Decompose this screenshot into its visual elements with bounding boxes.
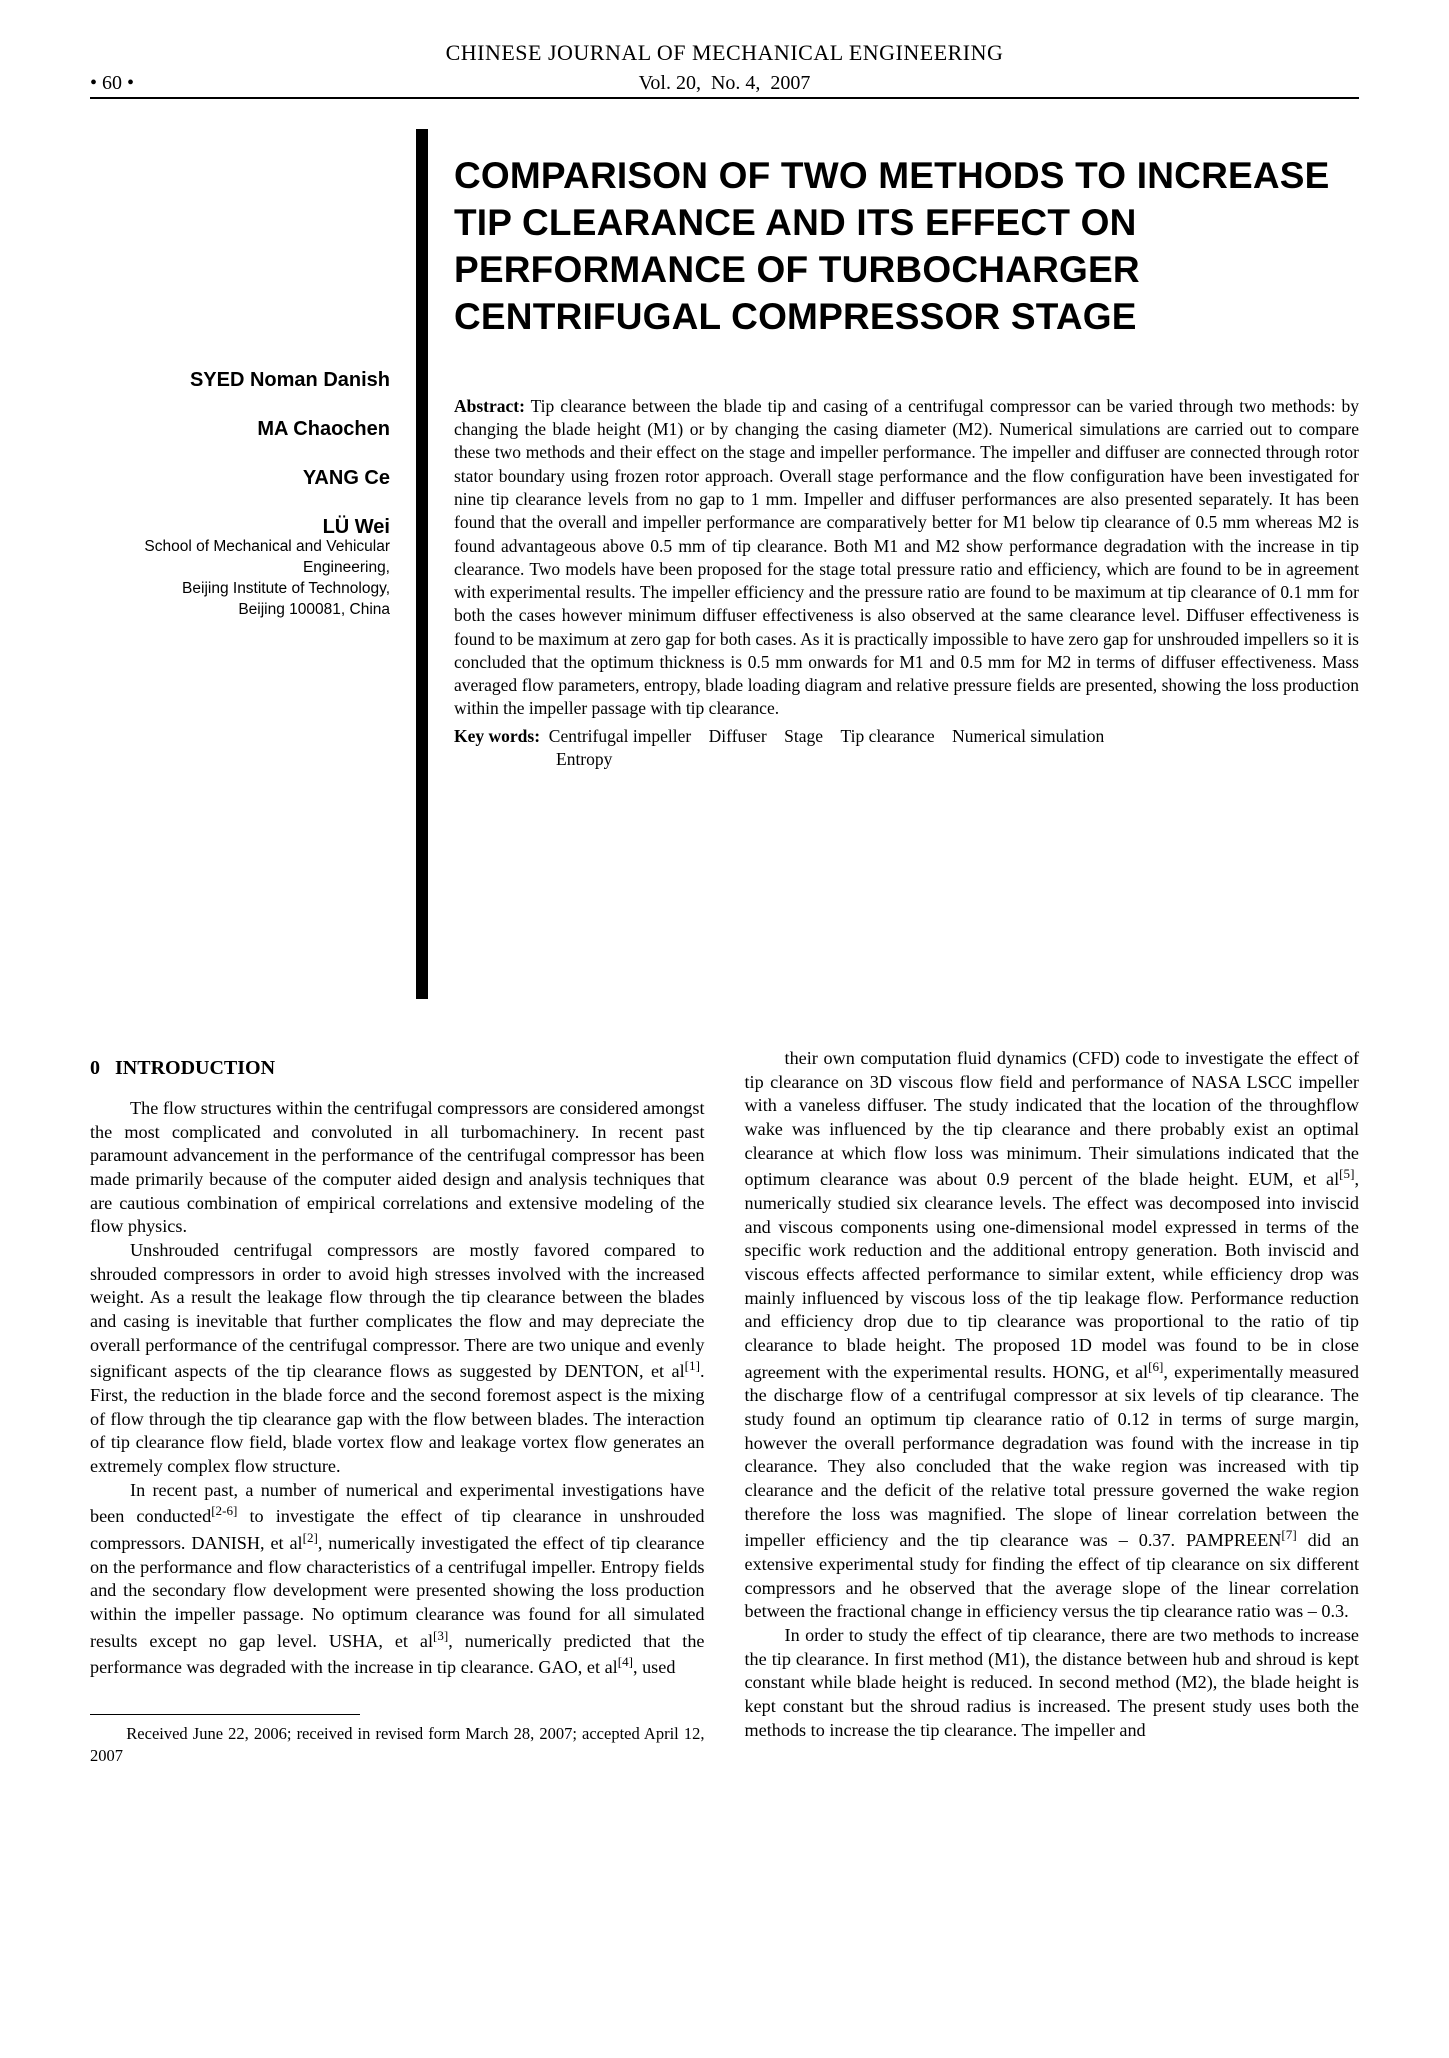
body-paragraph: In order to study the effect of tip clea…	[745, 1624, 1360, 1742]
body-paragraph: In recent past, a number of numerical an…	[90, 1479, 705, 1681]
body-paragraph: The flow structures within the centrifug…	[90, 1097, 705, 1239]
author-name: SYED Noman Danish	[90, 369, 390, 392]
volume-issue: Vol. 20, No. 4, 2007	[210, 72, 1239, 95]
keywords-line: Entropy	[454, 748, 1359, 772]
authors-column: SYED Noman Danish MA Chaochen YANG Ce LÜ…	[90, 129, 390, 999]
footnote-rule	[90, 1714, 360, 1715]
title-author-block: SYED Noman Danish MA Chaochen YANG Ce LÜ…	[90, 129, 1359, 999]
affiliation-line: School of Mechanical and Vehicular	[90, 537, 390, 558]
vertical-rule	[416, 129, 428, 999]
keywords-label: Key words:	[454, 726, 540, 746]
affiliation-line: Beijing 100081, China	[90, 600, 390, 621]
author-name: MA Chaochen	[90, 418, 390, 441]
keywords-line: Centrifugal impeller Diffuser Stage Tip …	[540, 726, 1104, 746]
section-title: INTRODUCTION	[115, 1057, 275, 1079]
author-name: YANG Ce	[90, 467, 390, 490]
right-column: their own computation fluid dynamics (CF…	[745, 1047, 1360, 1766]
paper-title: COMPARISON OF TWO METHODS TO INCREASE TI…	[454, 153, 1359, 341]
page-number: • 60 •	[90, 72, 210, 95]
body-columns: 0 INTRODUCTION The flow structures withi…	[90, 1047, 1359, 1766]
section-heading: 0 INTRODUCTION	[90, 1055, 705, 1081]
author-name: LÜ Wei	[90, 516, 390, 539]
journal-title: CHINESE JOURNAL OF MECHANICAL ENGINEERIN…	[90, 40, 1359, 66]
affiliation-line: Beijing Institute of Technology,	[90, 579, 390, 600]
abstract: Abstract: Tip clearance between the blad…	[454, 395, 1359, 721]
abstract-label: Abstract:	[454, 396, 525, 416]
abstract-text: Tip clearance between the blade tip and …	[454, 396, 1359, 718]
header-meta-row: • 60 • Vol. 20, No. 4, 2007	[90, 72, 1359, 99]
footnote: Received June 22, 2006; received in revi…	[90, 1723, 705, 1766]
keywords: Key words: Centrifugal impeller Diffuser…	[454, 725, 1359, 772]
left-column: 0 INTRODUCTION The flow structures withi…	[90, 1047, 705, 1766]
affiliation: School of Mechanical and Vehicular Engin…	[90, 537, 390, 621]
body-paragraph: their own computation fluid dynamics (CF…	[745, 1047, 1360, 1624]
affiliation-line: Engineering,	[90, 558, 390, 579]
journal-header: CHINESE JOURNAL OF MECHANICAL ENGINEERIN…	[90, 40, 1359, 66]
title-abstract-column: COMPARISON OF TWO METHODS TO INCREASE TI…	[454, 129, 1359, 999]
section-number: 0	[90, 1057, 100, 1079]
body-paragraph: Unshrouded centrifugal compressors are m…	[90, 1239, 705, 1479]
